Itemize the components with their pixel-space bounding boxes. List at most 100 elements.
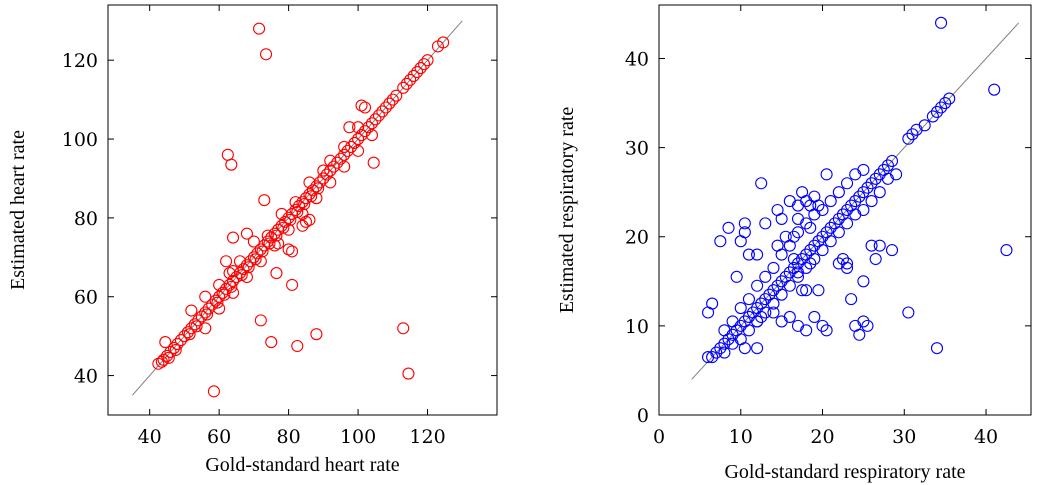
- rr-data-point: [849, 168, 862, 181]
- rr-data-point: [918, 119, 931, 132]
- rr-data-point: [706, 297, 719, 310]
- hr-data-point: [286, 245, 299, 258]
- rr-data-point: [935, 16, 948, 29]
- rr-data-point: [935, 101, 948, 114]
- hr-data-point: [286, 278, 299, 291]
- hr-data-point: [249, 253, 262, 266]
- rr-data-point: [738, 342, 751, 355]
- hr-data-point: [313, 176, 326, 189]
- rr-data-point: [832, 226, 845, 239]
- rr-data-point: [796, 284, 809, 297]
- hr-data-point: [199, 290, 212, 303]
- rr-y-tick-label: 30: [625, 138, 649, 160]
- hr-data-point: [199, 322, 212, 335]
- rr-data-point: [775, 315, 788, 328]
- rr-x-axis-label: Gold-standard respiratory rate: [724, 461, 965, 483]
- hr-data-point: [240, 270, 253, 284]
- hr-data-point: [279, 215, 292, 228]
- hr-plot-frame: [107, 4, 498, 416]
- hr-data-point: [199, 306, 212, 319]
- rr-data-point: [759, 217, 772, 230]
- rr-data-point: [738, 217, 751, 230]
- hr-x-tick-label: 40: [138, 426, 162, 448]
- hr-identity-line: [131, 20, 463, 396]
- rr-data-point: [812, 284, 825, 297]
- rr-data-point: [787, 252, 800, 266]
- hr-data-point: [367, 156, 380, 169]
- hr-data-point: [220, 282, 233, 295]
- hr-data-point: [338, 160, 351, 173]
- hr-data-point: [242, 261, 255, 274]
- hr-data-point: [386, 93, 399, 106]
- rr-data-point: [714, 342, 727, 355]
- rr-data-point: [751, 279, 764, 292]
- hr-data-point: [286, 207, 299, 220]
- rr-data-point: [800, 324, 813, 337]
- rr-data-point: [820, 324, 833, 337]
- hr-data-point: [240, 259, 253, 272]
- hr-data-point: [343, 121, 356, 134]
- hr-data-point: [225, 158, 238, 171]
- hr-data-point: [218, 288, 231, 301]
- rr-data-point: [718, 346, 731, 359]
- hr-data-point: [296, 207, 309, 220]
- rr-data-point: [787, 230, 800, 243]
- rr-data-point: [767, 306, 780, 319]
- hr-data-point: [233, 255, 247, 268]
- hr-data-point: [338, 140, 351, 153]
- rr-data-point: [857, 315, 870, 328]
- rr-x-tick-label: 30: [892, 426, 916, 448]
- rr-data-point: [771, 239, 784, 252]
- hr-data-point: [244, 255, 257, 268]
- hr-data-point: [296, 196, 309, 209]
- hr-data-point: [254, 314, 267, 327]
- hr-data-point: [270, 267, 283, 280]
- hr-data-point: [291, 205, 304, 219]
- hr-y-tick-label: 80: [74, 208, 98, 230]
- rr-data-point: [869, 252, 882, 266]
- hr-data-point: [220, 255, 233, 268]
- hr-data-point: [213, 290, 226, 303]
- rr-data-point: [832, 186, 845, 199]
- rr-data-point: [816, 203, 829, 217]
- hr-data-point: [402, 367, 415, 380]
- hr-data-point: [207, 385, 220, 398]
- hr-data-point: [256, 245, 269, 258]
- hr-data-point: [355, 129, 368, 142]
- rr-data-point: [783, 310, 796, 324]
- hr-data-point: [162, 351, 175, 364]
- hr-data-point: [383, 97, 396, 110]
- rr-data-point: [816, 319, 829, 332]
- hr-data-point: [159, 336, 172, 349]
- hr-data-point: [275, 207, 288, 220]
- hr-data-point: [317, 172, 330, 185]
- hr-data-point: [310, 192, 323, 205]
- hr-data-point: [213, 302, 226, 315]
- hr-data-point: [358, 101, 372, 114]
- rr-chart: 0 10 20 30 40 0 10 20 30 40 Gold-standard respirat…: [556, 4, 1032, 483]
- hr-data-point: [358, 125, 372, 138]
- hr-data-point: [251, 247, 264, 260]
- hr-data-point: [289, 196, 302, 209]
- hr-data-point: [289, 203, 302, 217]
- hr-data-point: [226, 231, 240, 244]
- rr-data-point: [759, 306, 772, 319]
- rr-data-point: [865, 239, 878, 252]
- hr-data-point: [209, 294, 222, 307]
- hr-data-point: [185, 304, 198, 317]
- rr-data-point: [816, 244, 829, 257]
- rr-data-point: [791, 266, 805, 279]
- hr-data-point: [414, 62, 427, 75]
- hr-data-point: [306, 184, 319, 197]
- hr-data-point: [320, 168, 333, 181]
- rr-data-point: [857, 203, 870, 217]
- hr-data-point: [263, 237, 276, 250]
- rr-data-point: [791, 212, 805, 225]
- rr-data-point: [853, 190, 866, 203]
- rr-data-point: [840, 177, 854, 190]
- hr-data-point: [272, 237, 285, 250]
- rr-y-tick-label: 40: [625, 48, 649, 70]
- rr-data-point: [885, 154, 899, 168]
- rr-data-point: [738, 226, 751, 239]
- hr-data-point: [188, 318, 201, 331]
